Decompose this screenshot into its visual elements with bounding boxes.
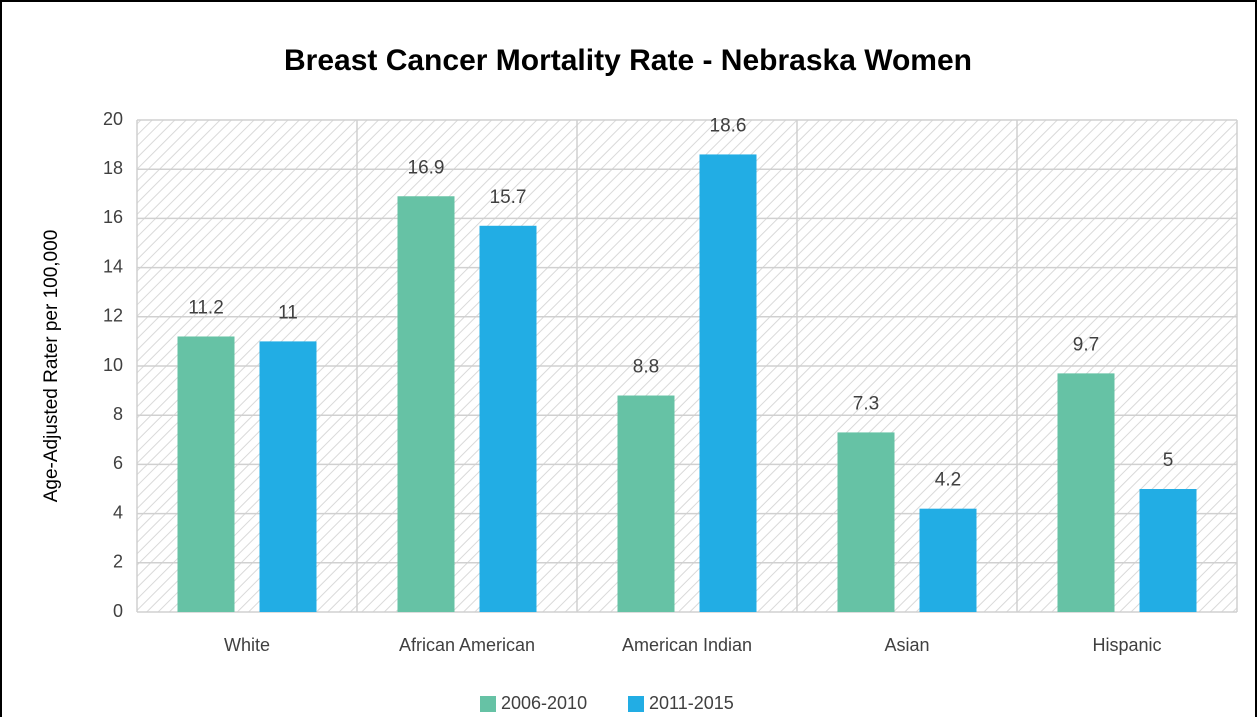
y-tick-label: 10 [103, 355, 123, 375]
bar [837, 432, 895, 612]
x-tick-label: White [224, 635, 270, 655]
y-tick-label: 6 [113, 453, 123, 473]
y-tick-label: 20 [103, 109, 123, 129]
y-tick-label: 12 [103, 306, 123, 326]
y-tick-label: 16 [103, 207, 123, 227]
chart-title: Breast Cancer Mortality Rate - Nebraska … [284, 44, 972, 77]
data-label: 16.9 [408, 157, 445, 178]
x-tick-label: American Indian [622, 635, 752, 655]
legend-label: 2011-2015 [649, 693, 734, 713]
bar [617, 395, 675, 612]
data-label: 5 [1163, 450, 1174, 471]
data-label: 15.7 [490, 187, 527, 208]
bar [479, 225, 537, 612]
bar [397, 196, 455, 612]
y-axis-label: Age-Adjusted Rater per 100,000 [41, 230, 62, 503]
legend-label: 2006-2010 [501, 693, 587, 713]
bar [1139, 489, 1197, 612]
x-tick-label: African American [399, 635, 535, 655]
bar [177, 336, 235, 612]
bar [699, 154, 757, 612]
y-tick-label: 4 [113, 502, 123, 522]
y-tick-label: 18 [103, 158, 123, 178]
legend-swatch [480, 696, 496, 712]
data-label: 9.7 [1073, 334, 1099, 355]
x-tick-label: Asian [884, 635, 929, 655]
data-label: 4.2 [935, 470, 961, 491]
data-label: 11.2 [188, 297, 224, 318]
data-label: 7.3 [853, 393, 879, 414]
y-tick-label: 2 [113, 552, 123, 572]
bar [1057, 373, 1115, 612]
y-tick-label: 8 [113, 404, 123, 424]
data-label: 11 [278, 302, 298, 323]
y-tick-label: 14 [103, 256, 123, 276]
bar [259, 341, 317, 612]
data-label: 18.6 [710, 115, 747, 136]
legend-swatch [628, 696, 644, 712]
x-tick-label: Hispanic [1092, 635, 1161, 655]
y-tick-label: 0 [113, 601, 123, 621]
data-label: 8.8 [633, 357, 659, 378]
bar [919, 508, 977, 612]
